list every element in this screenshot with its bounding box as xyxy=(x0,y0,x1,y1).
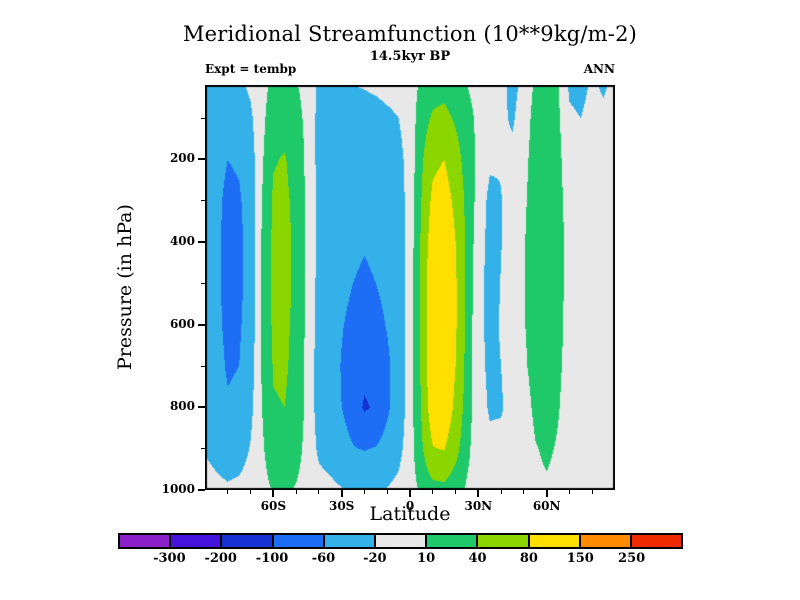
colorbar-segment xyxy=(478,535,530,547)
colorbar-tick-label: -100 xyxy=(255,551,289,566)
x-minor-tick xyxy=(318,490,320,494)
x-major-tick xyxy=(545,490,548,497)
colorbar-segment xyxy=(120,535,172,547)
x-minor-tick xyxy=(227,490,229,494)
y-major-tick xyxy=(198,323,205,326)
colorbar-segment xyxy=(273,535,325,547)
colorbar-segment xyxy=(580,535,632,547)
colorbar-tick-label: 40 xyxy=(468,551,487,566)
y-major-tick xyxy=(198,489,205,491)
y-tick-label: 1000 xyxy=(161,482,195,496)
y-major-tick xyxy=(198,158,205,161)
colorbar-segment xyxy=(171,535,223,547)
experiment-label: Expt = tembp xyxy=(205,62,297,76)
season-label: ANN xyxy=(583,62,615,76)
x-tick-label: 0 xyxy=(405,499,415,513)
colorbar-tick-label: -300 xyxy=(153,551,186,566)
y-minor-tick xyxy=(201,117,205,119)
y-minor-tick xyxy=(201,282,205,284)
colorbar-tick-label: -20 xyxy=(363,551,387,566)
colorbar-segment xyxy=(324,535,376,547)
x-minor-tick xyxy=(591,490,593,494)
chart-title: Meridional Streamfunction (10**9kg/m-2) xyxy=(182,22,638,46)
x-tick-label: 30N xyxy=(464,499,493,513)
x-tick-label: 60S xyxy=(260,499,287,513)
y-minor-tick xyxy=(201,365,205,367)
colorbar xyxy=(118,533,683,549)
colorbar-segment xyxy=(375,535,428,547)
colorbar-tick-label: 150 xyxy=(566,551,594,566)
colorbar-tick-label: 250 xyxy=(618,551,646,566)
y-tick-label: 400 xyxy=(169,234,195,249)
chart-subtitle: 14.5kyr BP xyxy=(369,49,451,64)
y-major-tick xyxy=(198,406,205,409)
colorbar-tick-label: 10 xyxy=(417,551,436,566)
y-minor-tick xyxy=(201,448,205,450)
y-tick-label: 600 xyxy=(169,316,195,331)
x-minor-tick xyxy=(568,490,570,494)
plot-canvas xyxy=(205,85,615,490)
x-axis-title: Latitude xyxy=(369,503,451,525)
x-major-tick xyxy=(272,490,275,497)
x-minor-tick xyxy=(250,490,252,494)
y-major-tick xyxy=(198,241,205,244)
x-minor-tick xyxy=(455,490,457,494)
x-major-tick xyxy=(340,490,343,497)
colorbar-tick-label: -60 xyxy=(311,551,336,566)
colorbar-tick-label: -200 xyxy=(204,551,237,566)
colorbar-segment xyxy=(631,535,682,547)
x-minor-tick xyxy=(432,490,434,494)
x-major-tick xyxy=(477,490,480,497)
colorbar-tick-label: 80 xyxy=(519,551,538,566)
x-minor-tick xyxy=(295,490,297,494)
y-axis-title: Pressure (in hPa) xyxy=(114,204,136,371)
x-minor-tick xyxy=(523,490,525,494)
x-major-tick xyxy=(409,490,411,497)
y-minor-tick xyxy=(201,200,205,202)
colorbar-segment xyxy=(427,535,479,547)
y-tick-label: 800 xyxy=(169,399,195,414)
colorbar-segment xyxy=(529,535,581,547)
x-tick-label: 30S xyxy=(328,499,355,513)
x-minor-tick xyxy=(500,490,502,494)
colorbar-segment xyxy=(222,535,274,547)
y-tick-label: 200 xyxy=(169,151,195,166)
x-minor-tick xyxy=(363,490,365,494)
x-tick-label: 60N xyxy=(532,499,561,513)
x-minor-tick xyxy=(386,490,388,494)
